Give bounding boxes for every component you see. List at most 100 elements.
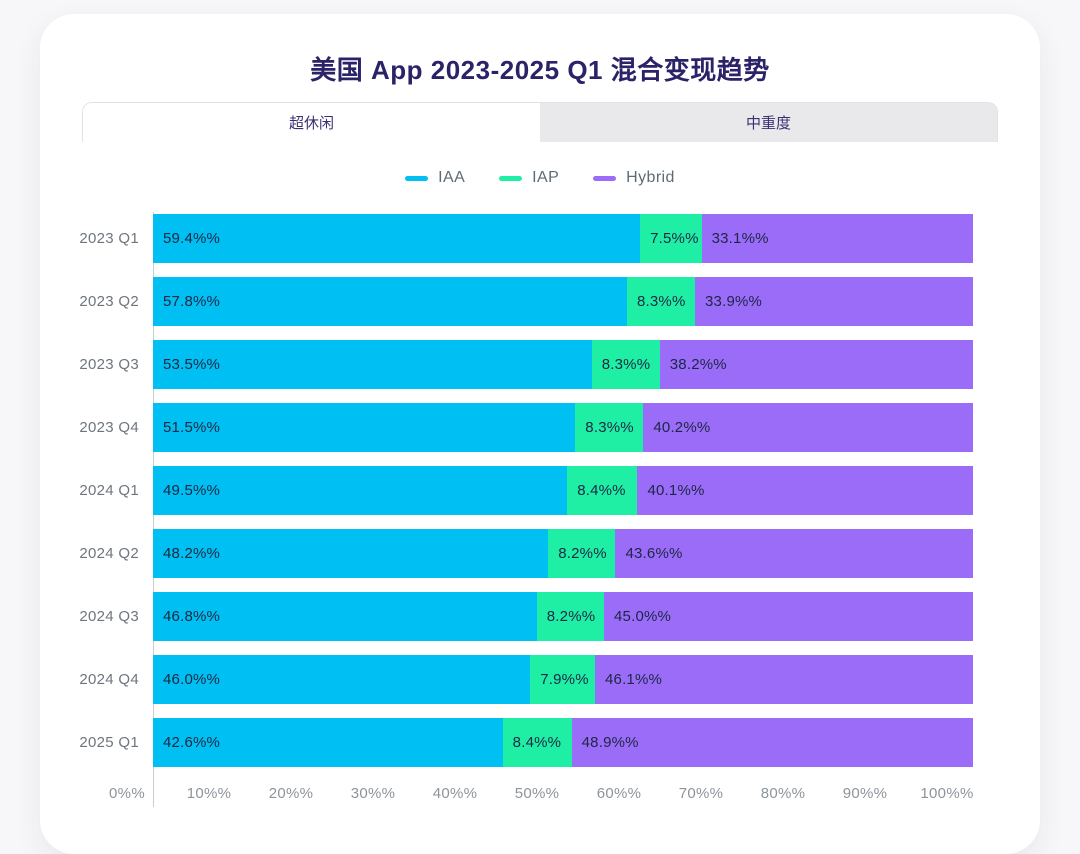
bar-segment-value: 45.0%% — [614, 608, 672, 625]
x-axis-tick: 80%% — [760, 785, 806, 802]
bar-segment-iaa[interactable]: 59.4%% — [153, 214, 641, 263]
x-axis-tick: 70%% — [678, 785, 724, 802]
legend-item-iaa[interactable]: IAA — [405, 169, 465, 187]
stacked-bar: 53.5%% 8.3%% 38.2%% — [153, 340, 973, 389]
stacked-bar: 48.2%% 8.2%% 43.6%% — [153, 529, 973, 578]
category-label: 2025 Q1 — [79, 734, 139, 751]
page-title: 美国 App 2023-2025 Q1 混合变现趋势 — [310, 55, 770, 85]
bar-segment-value: 8.3%% — [636, 293, 686, 310]
bar-segment-value: 57.8%% — [163, 293, 221, 310]
bar-segment-iap[interactable]: 8.3%% — [575, 403, 644, 452]
x-axis-ticks: 0%% 10%% 20%% 30%% 40%% 50%% 60%% 70%% 80%% 90%% 1… — [109, 781, 973, 807]
bar-segment-value: 7.9%% — [540, 671, 589, 688]
bar-row: 2025 Q1 42.6%% 8.4%% 48.9%% — [79, 718, 973, 767]
bar-segment-value: 46.0%% — [163, 671, 221, 688]
bar-segment-iaa[interactable]: 49.5%% — [153, 466, 568, 515]
bar-row: 2024 Q4 46.0%% 7.9%% 46.1%% — [79, 655, 973, 704]
bar-segment-value: 8.3%% — [601, 356, 651, 373]
page: { "page": { "background": "#f7f7f9", "ca… — [79, 55, 998, 807]
x-axis-tick: 100%% — [920, 785, 974, 802]
stacked-bar: 42.6%% 8.4%% 48.9%% — [153, 718, 973, 767]
tab-midcore-label: 中重度 — [745, 115, 791, 132]
legend-marker-iaa — [405, 175, 429, 181]
bar-segment-hybrid[interactable]: 40.2%% — [643, 403, 973, 452]
bar-segment-iaa[interactable]: 46.8%% — [153, 592, 537, 641]
x-axis-tick: 0%% — [109, 785, 145, 802]
x-axis-tick: 10%% — [186, 785, 232, 802]
bar-segment-hybrid[interactable]: 40.1%% — [637, 466, 973, 515]
bar-segment-value: 59.4%% — [163, 230, 221, 247]
bar-segment-iap[interactable]: 8.3%% — [591, 340, 660, 389]
category-label: 2024 Q1 — [79, 482, 139, 499]
bar-segment-value: 53.5%% — [163, 356, 221, 373]
x-axis-tick: 40%% — [432, 785, 478, 802]
bar-segment-iap[interactable]: 8.4%% — [567, 466, 638, 515]
legend-item-iap[interactable]: IAP — [499, 169, 559, 187]
bar-row: 2023 Q2 57.8%% 8.3%% 33.9%% — [79, 277, 973, 326]
bar-segment-value: 46.8%% — [163, 608, 221, 625]
legend-item-hybrid[interactable]: Hybrid — [593, 169, 675, 187]
bar-segment-hybrid[interactable]: 33.1%% — [701, 214, 973, 263]
legend-marker-hybrid — [593, 175, 617, 181]
x-axis-tick: 60%% — [596, 785, 642, 802]
tab-hypercasual-label: 超休闲 — [288, 115, 334, 132]
bar-segment-iap[interactable]: 7.5%% — [640, 214, 702, 263]
bar-segment-iap[interactable]: 8.2%% — [536, 592, 604, 641]
bar-segment-hybrid[interactable]: 33.9%% — [695, 277, 973, 326]
stacked-bar: 57.8%% 8.3%% 33.9%% — [153, 277, 973, 326]
category-label: 2023 Q2 — [79, 293, 139, 310]
bar-segment-value: 8.2%% — [546, 608, 596, 625]
bar-segment-value: 8.2%% — [558, 545, 607, 562]
bar-segment-iap[interactable]: 8.3%% — [626, 277, 696, 326]
stacked-bar: 46.8%% 8.2%% 45.0%% — [153, 592, 973, 641]
bar-segment-value: 49.5%% — [163, 482, 221, 499]
bar-segment-value: 33.1%% — [711, 230, 769, 247]
bar-segment-value: 38.2%% — [669, 356, 727, 373]
tab-bar: 超休闲 中重度 — [82, 102, 998, 142]
bar-row: 2024 Q3 46.8%% 8.2%% 45.0%% — [79, 592, 973, 641]
bar-segment-value: 7.5%% — [650, 230, 699, 247]
bar-segment-iap[interactable]: 8.4%% — [502, 718, 572, 767]
x-axis-tick: 20%% — [268, 785, 314, 802]
bar-segment-value: 46.1%% — [604, 671, 663, 688]
stacked-bar: 49.5%% 8.4%% 40.1%% — [153, 466, 973, 515]
stacked-bar: 59.4%% 7.5%% 33.1%% — [153, 214, 973, 263]
bar-row: 2023 Q1 59.4%% 7.5%% 33.1%% — [79, 214, 973, 263]
bar-segment-iap[interactable]: 7.9%% — [530, 655, 595, 704]
category-label: 2024 Q4 — [79, 671, 139, 688]
bar-segment-hybrid[interactable]: 46.1%% — [594, 655, 973, 704]
bar-segment-iaa[interactable]: 42.6%% — [153, 718, 503, 767]
legend: IAA IAP Hybrid — [40, 168, 1040, 188]
legend-label: IAP — [532, 169, 560, 186]
category-label: 2024 Q2 — [79, 545, 139, 562]
legend-marker-iap — [499, 175, 523, 181]
chart-card: 美国 App 2023-2025 Q1 混合变现趋势 超休闲 中重度 IAA IA… — [40, 14, 1040, 854]
x-axis-tick: 30%% — [350, 785, 396, 802]
legend-label: IAA — [438, 169, 466, 186]
bar-segment-value: 40.2%% — [653, 419, 711, 436]
bar-segment-value: 42.6%% — [163, 734, 221, 751]
tab-hypercasual[interactable]: 超休闲 — [83, 103, 540, 142]
bar-row: 2023 Q3 53.5%% 8.3%% 38.2%% — [79, 340, 973, 389]
legend-label: Hybrid — [626, 169, 675, 186]
stacked-bar: 51.5%% 8.3%% 40.2%% — [153, 403, 973, 452]
bar-segment-value: 48.9%% — [581, 734, 639, 751]
x-axis-tick: 50%% — [514, 785, 560, 802]
bar-segment-value: 8.4%% — [512, 734, 562, 751]
stacked-bar: 46.0%% 7.9%% 46.1%% — [153, 655, 973, 704]
bar-row: 2023 Q4 51.5%% 8.3%% 40.2%% — [79, 403, 973, 452]
bar-segment-hybrid[interactable]: 38.2%% — [659, 340, 973, 389]
tab-midcore[interactable]: 中重度 — [540, 103, 997, 142]
bar-segment-hybrid[interactable]: 48.9%% — [571, 718, 973, 767]
bar-row: 2024 Q1 49.5%% 8.4%% 40.1%% — [79, 466, 973, 515]
bar-segment-iaa[interactable]: 46.0%% — [153, 655, 531, 704]
bar-segment-value: 51.5%% — [163, 419, 221, 436]
bar-segment-iap[interactable]: 8.2%% — [548, 529, 616, 578]
bar-segment-hybrid[interactable]: 45.0%% — [604, 592, 973, 641]
bar-segment-iaa[interactable]: 57.8%% — [153, 277, 627, 326]
bar-segment-hybrid[interactable]: 43.6%% — [615, 529, 973, 578]
bar-segment-iaa[interactable]: 53.5%% — [153, 340, 592, 389]
bar-segment-iaa[interactable]: 48.2%% — [153, 529, 549, 578]
bar-segment-iaa[interactable]: 51.5%% — [153, 403, 576, 452]
bar-rows: 2023 Q1 59.4%% 7.5%% 33.1%% 2023 Q2 57.8%% 8.3… — [79, 214, 973, 767]
